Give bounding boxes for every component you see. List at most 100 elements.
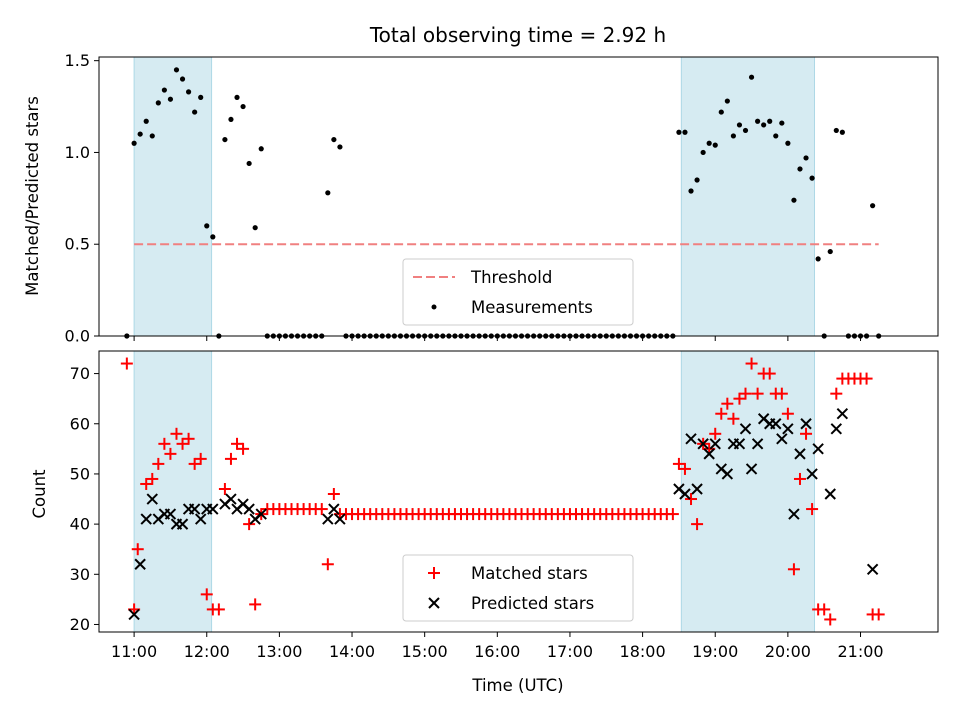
measurement-point-114 (815, 256, 821, 262)
legend-predicted-swatch (428, 597, 440, 609)
predicted-star-point-6 (164, 508, 177, 520)
bottom-x-tick-label-6: 17:00 (547, 642, 593, 661)
measurement-point-102 (742, 127, 749, 134)
predicted-star-point-50 (836, 408, 849, 420)
matched-star-point-6 (158, 437, 171, 450)
matched-star-point-16 (218, 482, 231, 495)
matched-star-point-115 (818, 603, 831, 616)
predicted-star-point-40 (770, 418, 782, 430)
matched-stars-points (120, 357, 885, 626)
predicted-star-point-41 (776, 433, 788, 445)
matched-star-point-104 (751, 387, 764, 400)
top-y-tick-label-1: 0.5 (65, 235, 90, 254)
measurement-point-9 (179, 76, 186, 82)
shaded-interval-0 (133, 350, 213, 633)
matched-star-point-10 (182, 432, 195, 445)
bottom-panel-shaded-regions (133, 350, 816, 633)
matched-star-point-32 (315, 503, 328, 516)
top-panel-frame (98, 56, 939, 337)
matched-star-point-12 (194, 452, 207, 465)
bottom-panel: 20 30 40 50 60 70 11:00 12:00 13:00 14:00 15:00 16… (30, 350, 939, 695)
top-y-tick-label-0: 0.0 (65, 327, 90, 346)
top-y-tick-label-2: 1.0 (65, 143, 90, 162)
bottom-x-tick-label-10: 21:00 (837, 642, 883, 661)
predicted-star-point-26 (685, 433, 697, 445)
predicted-star-point-44 (794, 448, 806, 460)
matched-star-point-5 (152, 457, 165, 470)
predicted-star-point-15 (225, 493, 237, 505)
predicted-star-point-25 (679, 488, 691, 500)
matched-star-point-11 (188, 457, 201, 470)
matched-star-point-99 (721, 397, 734, 410)
measurement-point-20 (246, 160, 252, 167)
shaded-interval-0 (133, 56, 213, 337)
predicted-star-point-22 (328, 503, 340, 515)
legend-matched-swatch (428, 567, 440, 579)
matched-star-point-3 (140, 477, 153, 490)
matched-star-point-15 (212, 603, 225, 616)
measurement-point-18 (234, 94, 240, 100)
matched-star-point-4 (146, 472, 159, 485)
predicted-star-point-35 (739, 423, 752, 435)
predicted-star-point-47 (812, 443, 824, 455)
measurement-point-94 (694, 177, 700, 183)
measurement-point-98 (718, 109, 724, 115)
measurement-point-93 (688, 188, 694, 194)
measurement-point-22 (258, 146, 264, 152)
predicted-star-point-23 (334, 513, 346, 525)
measurement-point-21 (252, 225, 258, 231)
measurement-point-33 (325, 190, 331, 196)
top-panel-y-ticks: 0.0 0.5 1.0 1.5 (65, 51, 99, 346)
predicted-star-point-37 (751, 438, 764, 450)
matched-star-point-108 (775, 387, 788, 400)
bottom-x-tick-label-1: 12:00 (184, 642, 230, 661)
measurement-point-17 (228, 116, 234, 123)
predicted-star-point-42 (782, 423, 794, 435)
measurement-point-11 (192, 109, 198, 115)
bottom-panel-x-ticks: 11:00 12:00 13:00 14:00 15:00 16:00 17:00 18:00… (111, 632, 884, 661)
measurement-point-109 (785, 140, 791, 146)
measurement-point-95 (700, 149, 706, 156)
matched-star-point-8 (170, 427, 183, 440)
measurement-point-117 (833, 127, 839, 134)
bottom-y-tick-label-4: 60 (70, 414, 90, 433)
measurement-point-12 (198, 94, 204, 100)
measurement-point-104 (755, 118, 761, 124)
matched-star-point-2 (131, 543, 144, 556)
measurement-point-13 (204, 223, 210, 229)
predicted-star-point-20 (255, 508, 267, 520)
predicted-star-point-1 (134, 558, 146, 570)
matched-star-point-97 (709, 427, 722, 440)
matched-star-point-18 (231, 437, 244, 450)
predicted-star-point-27 (691, 483, 703, 495)
measurement-point-107 (773, 133, 779, 139)
measurement-point-14 (210, 234, 216, 240)
top-panel-y-axis-label: Matched/Predicted stars (23, 96, 42, 296)
measurement-point-10 (185, 89, 192, 95)
top-y-tick-label-3: 1.5 (65, 51, 90, 70)
predicted-star-point-3 (146, 493, 158, 505)
top-panel-title: Total observing time = 2.92 h (369, 23, 666, 47)
predicted-star-point-29 (703, 448, 715, 460)
matched-star-point-109 (781, 407, 794, 420)
measurement-point-106 (767, 118, 773, 124)
predicted-star-point-8 (176, 518, 189, 530)
matched-star-point-94 (691, 518, 704, 531)
predicted-star-point-2 (140, 513, 152, 525)
matched-star-point-110 (787, 563, 800, 576)
bottom-x-tick-label-8: 19:00 (692, 642, 738, 661)
predicted-star-point-28 (697, 438, 709, 450)
top-panel: 0.0 0.5 1.0 1.5 Matched/Predicted stars Thr… (23, 51, 939, 346)
matched-star-point-124 (872, 608, 885, 621)
measurement-point-91 (676, 129, 682, 135)
measurement-point-92 (682, 129, 688, 135)
bottom-panel-y-ticks: 20 30 40 50 60 70 (70, 364, 99, 634)
measurement-point-2 (137, 131, 143, 137)
legend-measurements-label: Measurements (471, 298, 593, 317)
matched-star-point-92 (678, 462, 691, 475)
bottom-x-tick-label-4: 15:00 (402, 642, 448, 661)
bottom-y-tick-label-1: 30 (70, 565, 90, 584)
bottom-panel-frame (98, 350, 939, 633)
measurement-point-3 (143, 118, 149, 124)
